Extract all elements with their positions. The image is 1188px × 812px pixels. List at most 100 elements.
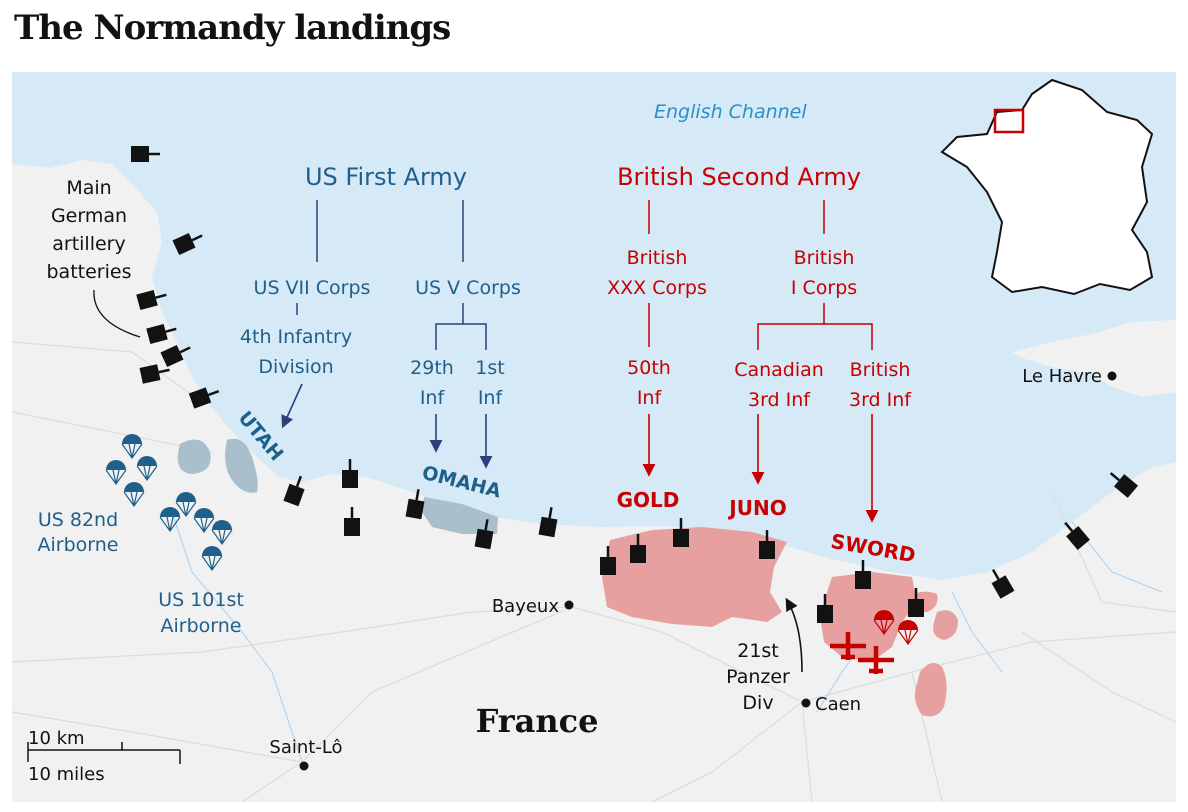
battery-icon: [139, 364, 170, 384]
roads: [12, 341, 1176, 802]
parachute-icon: [193, 508, 215, 534]
saint-lo-dot: [299, 761, 309, 771]
battery-icon: [855, 560, 871, 589]
british-3rd-inf-line1: British: [850, 359, 911, 381]
sword-beachhead-south: [914, 663, 947, 717]
scale-km-label: 10 km: [28, 728, 85, 749]
parachute-icon: [897, 620, 919, 646]
us-vii-corps-label: US VII Corps: [254, 277, 371, 299]
us-4th-inf-line2: Division: [258, 356, 333, 378]
parachute-icon: [123, 482, 145, 508]
gold-beach-label: GOLD: [617, 488, 680, 512]
parachute-icon: [201, 546, 223, 572]
us-29th-inf-line1: 29th: [410, 357, 454, 379]
battery-icon: [474, 519, 494, 550]
german-batteries-annotation: Main German artillery batteries: [47, 177, 141, 338]
br-50th-inf-line1: 50th: [627, 357, 671, 379]
battery-icon: [405, 489, 425, 520]
us-4th-inf-line1: 4th Infantry: [240, 326, 352, 348]
inset-locator-box: [993, 108, 1025, 134]
le-havre-coast: [1012, 320, 1176, 397]
german-artillery-batteries: [131, 146, 1139, 623]
us-29th-inf-line2: Inf: [420, 387, 446, 409]
british-command: British Second Army British XXX Corps Br…: [607, 163, 912, 523]
canadian-3rd-inf-line2: 3rd Inf: [748, 389, 811, 411]
parachute-icon: [873, 610, 895, 636]
battery-icon: [160, 344, 191, 368]
parachute-icon: [136, 456, 158, 482]
battery-icon: [1109, 472, 1139, 498]
gold-juno-beachhead: [602, 527, 787, 627]
british-3rd-inf-line2: 3rd Inf: [849, 389, 912, 411]
british-xxx-corps-line2: XXX Corps: [607, 277, 707, 299]
omaha-beachhead: [422, 497, 498, 534]
bayeux-label: Bayeux: [492, 596, 560, 617]
normandy-map: English Channel US First Army US VII Cor…: [12, 72, 1176, 802]
france-inset-outline: [940, 78, 1154, 296]
batteries-label-line1: Main: [66, 177, 111, 199]
british-airborne-drops: [830, 610, 919, 674]
us-v-corps-label: US V Corps: [415, 277, 521, 299]
british-i-corps-line2: I Corps: [791, 277, 857, 299]
battery-icon: [673, 518, 689, 547]
utah-beachhead: [225, 438, 258, 493]
sword-beachhead-east-2: [933, 610, 958, 640]
panzer-label-line3: Div: [742, 692, 773, 714]
parachute-icon: [175, 492, 197, 518]
battery-icon: [342, 459, 358, 488]
bayeux-dot: [564, 600, 574, 610]
parachute-icon: [105, 460, 127, 486]
battery-icon: [283, 475, 305, 507]
glider-icon: [858, 646, 894, 674]
france-inset-map: [940, 78, 1154, 296]
us-101st-airborne-line1: US 101st: [158, 589, 244, 611]
battery-icon: [600, 546, 616, 575]
batteries-label-line2: German: [51, 205, 127, 227]
page-title: The Normandy landings: [14, 8, 451, 48]
battery-icon: [131, 146, 160, 162]
juno-beach-label: JUNO: [727, 496, 786, 520]
panzer-label-line1: 21st: [737, 640, 779, 662]
saint-lo-label: Saint-Lô: [269, 737, 342, 758]
us-1st-inf-line1: 1st: [475, 357, 504, 379]
br-50th-inf-line2: Inf: [637, 387, 663, 409]
caen-label: Caen: [815, 694, 861, 715]
parachute-icon: [159, 507, 181, 533]
battery-icon: [1064, 521, 1090, 551]
le-havre-label: Le Havre: [1022, 366, 1102, 387]
parachute-icon: [121, 434, 143, 460]
france-label: France: [476, 702, 599, 740]
battery-icon: [146, 323, 177, 345]
battery-icon: [538, 507, 558, 538]
le-havre-dot: [1107, 371, 1117, 381]
glider-icon: [830, 632, 866, 660]
scale-miles-label: 10 miles: [28, 764, 105, 785]
batteries-label-line4: batteries: [47, 261, 132, 283]
us-paratroop-drops: [105, 434, 233, 572]
british-i-corps-line1: British: [794, 247, 855, 269]
scale-bar: 10 km 10 miles: [27, 728, 181, 785]
battery-icon: [991, 569, 1015, 599]
towns: Le Havre Bayeux Caen Saint-Lô: [269, 366, 1117, 771]
us-101st-airborne-line2: Airborne: [161, 615, 242, 637]
battery-icon: [136, 289, 167, 311]
sword-beachhead: [820, 572, 917, 662]
battery-icon: [344, 507, 360, 536]
british-xxx-corps-line1: British: [627, 247, 688, 269]
battery-icon: [630, 534, 646, 563]
canadian-3rd-inf-line1: Canadian: [734, 359, 824, 381]
us-82nd-airborne-line1: US 82nd: [38, 509, 118, 531]
battery-icon: [188, 387, 220, 409]
battery-icon: [172, 232, 203, 256]
us-first-army-label: US First Army: [305, 163, 467, 191]
us-command: US First Army US VII Corps US V Corps 4t…: [240, 163, 521, 469]
panzer-label-line2: Panzer: [726, 666, 790, 688]
battery-icon: [817, 594, 833, 623]
parachute-icon: [211, 520, 233, 546]
utah-marsh: [177, 439, 211, 474]
batteries-label-line3: artillery: [52, 233, 126, 255]
british-second-army-label: British Second Army: [617, 163, 861, 191]
battery-icon: [908, 588, 924, 617]
us-1st-inf-line2: Inf: [478, 387, 504, 409]
panzer-advance-arrow: [785, 597, 803, 673]
